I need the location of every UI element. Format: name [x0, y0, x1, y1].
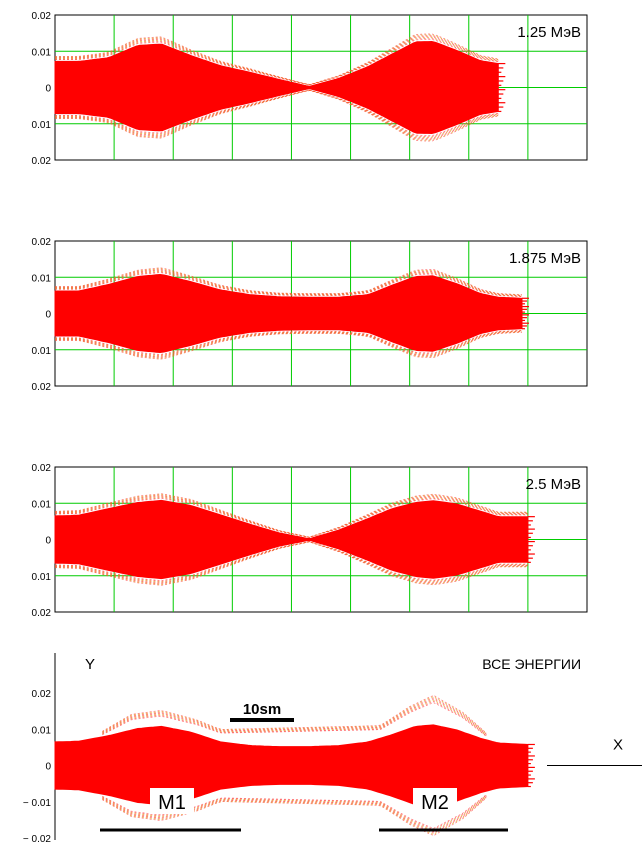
y-tick-label: 0 [45, 536, 51, 547]
envelope-halo-upper [102, 697, 487, 735]
chart-panel-1: 0.02 0.01 0 0.01 0.02 1.25 МэВ [32, 11, 588, 167]
envelope-halo-upper [54, 493, 528, 538]
panel-title: ВСЕ ЭНЕРГИИ [482, 656, 581, 672]
y-tick-label: 0.02 [32, 156, 52, 167]
envelope-halo-lower [54, 541, 528, 581]
y-tick-label: 0.02 [32, 237, 52, 248]
envelope-halo-upper [54, 494, 528, 538]
y-tick-label: − 0.01 [23, 798, 52, 809]
envelope-halo-upper [54, 498, 528, 538]
envelope-halo-upper [102, 699, 487, 736]
envelope-halo-lower [102, 796, 487, 835]
envelope-halo-upper [102, 696, 487, 735]
magnet-label: M1 [158, 792, 186, 814]
envelope-halo-lower [55, 90, 499, 142]
envelope-halo-upper [55, 37, 499, 86]
envelope-halo-lower [54, 541, 528, 584]
envelope-halo-lower [55, 329, 523, 355]
envelope-halo-lower [102, 794, 487, 830]
y-tick-label: 0.01 [32, 499, 52, 510]
envelope-halo-lower [55, 89, 499, 137]
envelope-halo-upper [55, 39, 499, 86]
envelope-halo-upper [55, 272, 523, 298]
beam-envelope [54, 40, 499, 135]
y-tick-label: 0.01 [32, 120, 52, 131]
envelope-halo-upper [54, 496, 528, 538]
y-tick-label: 0.01 [32, 47, 52, 58]
envelope-halo-upper [55, 35, 499, 85]
envelope-halo-lower [102, 794, 487, 829]
envelope-halo-lower [54, 541, 528, 585]
envelope-halo-upper [54, 495, 528, 538]
envelope-halo-upper [102, 695, 487, 734]
y-tick-label: 0 [45, 762, 51, 773]
envelope-halo-lower [102, 797, 487, 836]
y-tick-label: 0.02 [32, 382, 52, 393]
envelope-halo-upper [55, 36, 499, 86]
envelope-halo-lower [102, 795, 487, 832]
envelope-halo-upper [55, 33, 499, 85]
y-tick-label: 0.01 [32, 725, 52, 736]
chart-panel-3: 0.02 0.01 0 0.01 0.02 2.5 МэВ [32, 463, 588, 619]
envelope-halo-lower [54, 541, 528, 582]
envelope-halo-upper [102, 698, 487, 736]
y-tick-label: 0.01 [32, 572, 52, 583]
envelope-halo-upper [102, 701, 487, 737]
envelope-halo-lower [55, 90, 499, 141]
panel-title: 2.5 МэВ [526, 476, 581, 493]
envelope-halo-lower [55, 330, 523, 356]
envelope-halo-upper [55, 34, 499, 85]
envelope-halo-lower [55, 90, 499, 140]
envelope-halo-upper [102, 702, 487, 737]
y-axis-label: Y [85, 656, 95, 673]
y-tick-label: 0 [45, 84, 51, 95]
envelope-halo-lower [55, 89, 499, 139]
envelope-halo-lower [54, 541, 528, 586]
envelope-halo-lower [102, 795, 487, 833]
y-tick-label: 0.02 [32, 689, 52, 700]
y-tick-label: 0.01 [32, 346, 52, 357]
y-tick-label: − 0.02 [23, 834, 52, 845]
panel-title: 1.25 МэВ [517, 24, 581, 41]
y-tick-label: 0.02 [32, 463, 52, 474]
envelope-halo-upper [55, 38, 499, 86]
y-tick-label: 0.02 [32, 11, 52, 22]
envelope-halo-lower [102, 796, 487, 834]
y-tick-label: 0.02 [32, 608, 52, 619]
envelope-halo-upper [54, 497, 528, 538]
magnet-label: M2 [421, 792, 449, 814]
scale-bar [230, 718, 294, 722]
y-tick-label: 0 [45, 310, 51, 321]
panel-title: 1.875 МэВ [509, 250, 581, 267]
envelope-halo-lower [55, 89, 499, 138]
chart-panel-2: 0.02 0.01 0 0.01 0.02 1.875 МэВ [32, 237, 588, 393]
x-axis-label: X [613, 737, 623, 754]
y-tick-label: 0.01 [32, 273, 52, 284]
scale-bar-label: 10sm [243, 701, 281, 718]
envelope-halo-lower [55, 89, 499, 136]
magnet-label-box [150, 788, 194, 814]
chart-panel-4: 0.02 0.01 0 − 0.01 − 0.02 ВСЕ ЭНЕРГИИ Y X 10sm M1… [23, 653, 642, 845]
magnet-label-box [413, 788, 457, 814]
envelope-halo-lower [54, 541, 528, 583]
envelope-halo-upper [55, 271, 523, 297]
